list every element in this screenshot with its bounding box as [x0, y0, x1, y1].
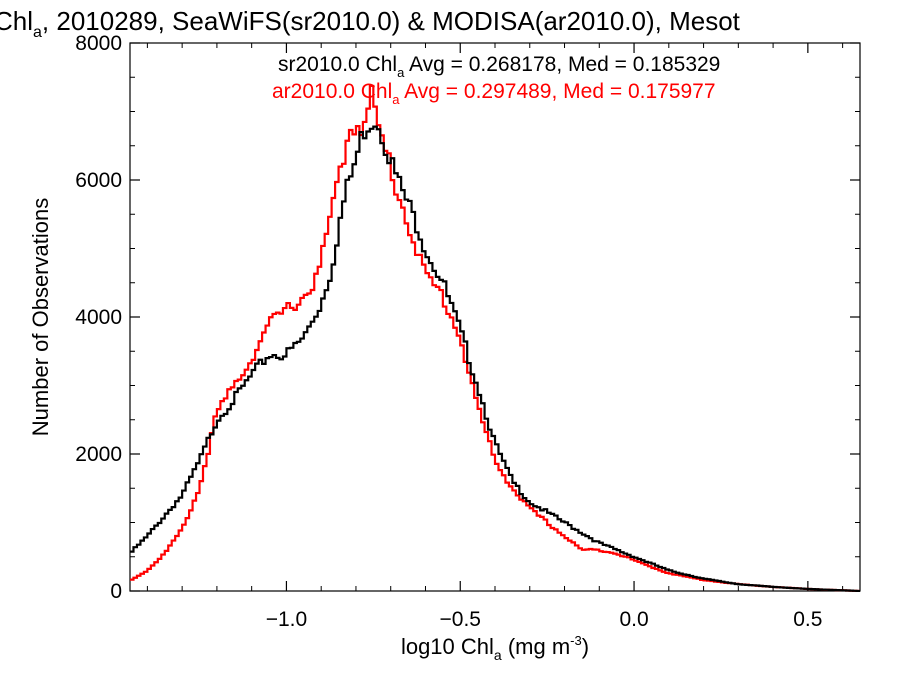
series-stats-sr2010-prefix: sr2010.0 Chl [278, 53, 397, 76]
series-layer [130, 84, 860, 593]
series-stats-sr2010-sub: a [397, 65, 405, 80]
series-stats-ar2010: ar2010.0 Chla Avg = 0.297489, Med = 0.17… [272, 80, 716, 107]
x-axis-label-close: ) [582, 634, 589, 659]
x-axis-label: log10 Chla (mg m-3) [401, 633, 589, 663]
x-axis-label-sub: a [494, 647, 502, 663]
chart-title-sub: a [33, 24, 42, 41]
chart-title-prefix: Chl [0, 6, 33, 36]
y-tick-label: 6000 [75, 169, 122, 192]
series-stats-ar2010-prefix: ar2010.0 Chl [272, 80, 392, 103]
x-tick-label: 0.0 [619, 608, 648, 631]
x-axis-label-sup: -3 [570, 633, 582, 648]
series-line-sr2010-0 [130, 125, 860, 593]
plot-frame [129, 42, 861, 592]
x-tick-label: −1.0 [266, 608, 307, 631]
y-tick-label: 8000 [75, 32, 122, 55]
series-line-ar2010-0 [130, 84, 860, 593]
chart-title: Chla, 2010289, SeaWiFS(sr2010.0) & MODIS… [0, 6, 741, 41]
y-tick-label: 0 [110, 580, 122, 603]
series-stats-sr2010: sr2010.0 Chla Avg = 0.268178, Med = 0.18… [278, 53, 720, 80]
x-axis-label-prefix: log10 Chl [401, 634, 494, 659]
chart-title-suffix: , 2010289, SeaWiFS(sr2010.0) & MODISA(ar… [42, 6, 741, 36]
series-stats-sr2010-suffix: Avg = 0.268178, Med = 0.185329 [404, 53, 720, 76]
y-tick-label: 4000 [75, 306, 122, 329]
axis-ticks: −1.0 −0.5 0.0 0.5 0 2000 4000 6000 8000 [75, 32, 860, 631]
x-tick-label: −0.5 [440, 608, 481, 631]
x-axis-label-suffix: (mg m [502, 634, 570, 659]
series-stats-ar2010-sub: a [392, 92, 400, 107]
y-axis-label: Number of Observations [28, 198, 53, 436]
y-tick-label: 2000 [75, 443, 122, 466]
series-stats-ar2010-suffix: Avg = 0.297489, Med = 0.175977 [399, 80, 715, 103]
x-tick-label: 0.5 [793, 608, 822, 631]
